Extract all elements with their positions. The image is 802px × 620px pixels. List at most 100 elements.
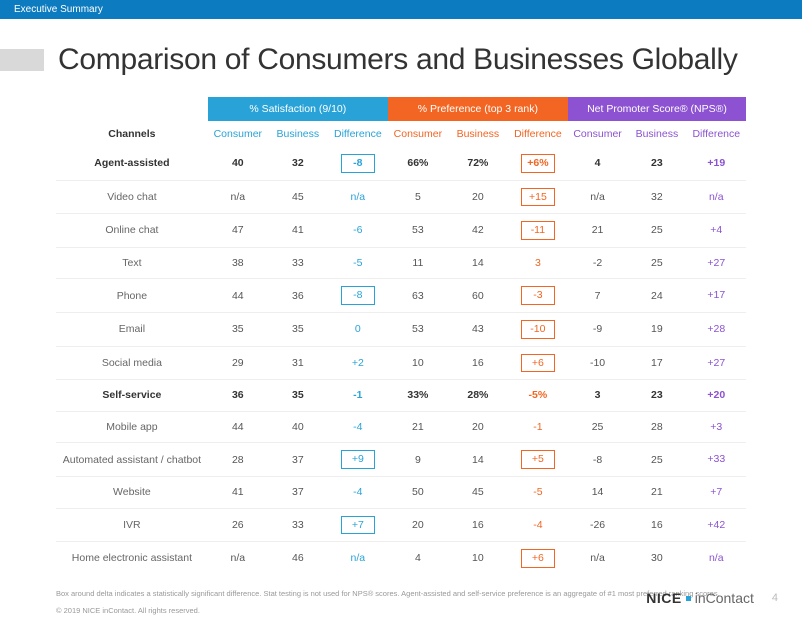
table-cell: n/a [328, 542, 388, 575]
table-cell: 16 [448, 508, 508, 542]
table-cell: 66% [388, 147, 448, 180]
table-cell: 28% [448, 380, 508, 412]
table-cell: 43 [448, 312, 508, 346]
table-cell: 31 [268, 346, 328, 380]
table-cell: 25 [568, 411, 627, 443]
col-sat-consumer: Consumer [208, 121, 268, 147]
diff-value: +6 [521, 354, 555, 373]
table-cell: 4 [568, 147, 627, 180]
diff-value: +20 [699, 387, 733, 404]
logo-incontact: inContact [695, 590, 754, 606]
table-cell: 16 [627, 508, 686, 542]
group-blank [56, 97, 208, 121]
group-preference: % Preference (top 3 rank) [388, 97, 568, 121]
table-cell: +7 [328, 508, 388, 542]
diff-value: +2 [341, 355, 375, 372]
table-cell: 10 [388, 346, 448, 380]
table-cell: 45 [448, 476, 508, 508]
footer: NICE inContact 4 [646, 590, 778, 606]
diff-value: -10 [521, 320, 555, 339]
table-cell: -11 [508, 214, 568, 248]
table-cell: 32 [627, 180, 686, 214]
table-cell: 35 [208, 312, 268, 346]
diff-value: -4 [521, 517, 555, 534]
table-cell: 20 [448, 180, 508, 214]
diff-value: -5 [521, 484, 555, 501]
table-cell: 35 [268, 312, 328, 346]
table-cell: -5% [508, 380, 568, 412]
table-cell: 25 [627, 214, 686, 248]
table-row: IVR2633+72016-4-2616+42 [56, 508, 746, 542]
table-cell: 16 [448, 346, 508, 380]
table-row: Self-service3635-133%28%-5%323+20 [56, 380, 746, 412]
table-cell: -3 [508, 279, 568, 313]
table-cell: 21 [568, 214, 627, 248]
table-cell: +27 [687, 247, 746, 279]
table-cell: 47 [208, 214, 268, 248]
diff-value: -1 [341, 387, 375, 404]
table-cell: -4 [508, 508, 568, 542]
table-cell: +15 [508, 180, 568, 214]
table-cell: +4 [687, 214, 746, 248]
group-satisfaction: % Satisfaction (9/10) [208, 97, 388, 121]
diff-value: +7 [341, 516, 375, 535]
table-cell: +7 [687, 476, 746, 508]
table-cell: 45 [268, 180, 328, 214]
table-cell: -5 [328, 247, 388, 279]
col-sat-diff: Difference [328, 121, 388, 147]
table-cell: 35 [268, 380, 328, 412]
table-cell: -26 [568, 508, 627, 542]
table-cell: 44 [208, 411, 268, 443]
diff-value: +6% [521, 154, 555, 173]
table-cell: 44 [208, 279, 268, 313]
table-cell: 41 [268, 214, 328, 248]
col-pref-consumer: Consumer [388, 121, 448, 147]
col-nps-consumer: Consumer [568, 121, 627, 147]
table-cell: 5 [388, 180, 448, 214]
table-cell: Home electronic assistant [56, 542, 208, 575]
table-cell: 28 [208, 443, 268, 477]
diff-value: +42 [699, 517, 733, 534]
table-cell: -6 [328, 214, 388, 248]
col-channels: Channels [56, 121, 208, 147]
table-cell: 72% [448, 147, 508, 180]
table-row: Phone4436-86360-3724+17 [56, 279, 746, 313]
table-row: Agent-assisted4032-866%72%+6%423+19 [56, 147, 746, 180]
table-body: Agent-assisted4032-866%72%+6%423+19Video… [56, 147, 746, 575]
table-cell: 11 [388, 247, 448, 279]
table-cell: 4 [388, 542, 448, 575]
table-cell: Text [56, 247, 208, 279]
diff-value: +6 [521, 549, 555, 568]
table-cell: Email [56, 312, 208, 346]
table-cell: 9 [388, 443, 448, 477]
table-cell: n/a [208, 542, 268, 575]
section-label: Executive Summary [14, 4, 103, 15]
diff-value: -5 [341, 255, 375, 272]
table-cell: 3 [508, 247, 568, 279]
table-cell: 53 [388, 214, 448, 248]
table-cell: 33% [388, 380, 448, 412]
table-cell: 53 [388, 312, 448, 346]
table-cell: +9 [328, 443, 388, 477]
table-cell: 23 [627, 380, 686, 412]
table-cell: -10 [508, 312, 568, 346]
diff-value: -8 [341, 286, 375, 305]
table-cell: +19 [687, 147, 746, 180]
table-cell: -8 [328, 147, 388, 180]
table-cell: 28 [627, 411, 686, 443]
sub-header-row: Channels Consumer Business Difference Co… [56, 121, 746, 147]
table-row: Social media2931+21016+6-1017+27 [56, 346, 746, 380]
table-cell: Automated assistant / chatbot [56, 443, 208, 477]
diff-value: -4 [341, 484, 375, 501]
table-cell: 37 [268, 476, 328, 508]
diff-value: -4 [341, 419, 375, 436]
col-sat-business: Business [268, 121, 328, 147]
page-title: Comparison of Consumers and Businesses G… [58, 43, 738, 77]
table-cell: 14 [568, 476, 627, 508]
col-nps-diff: Difference [687, 121, 746, 147]
title-row: Comparison of Consumers and Businesses G… [0, 43, 802, 77]
logo-dot-icon [686, 596, 691, 601]
table-cell: 21 [388, 411, 448, 443]
title-grey-block [0, 49, 44, 71]
table-cell: 29 [208, 346, 268, 380]
